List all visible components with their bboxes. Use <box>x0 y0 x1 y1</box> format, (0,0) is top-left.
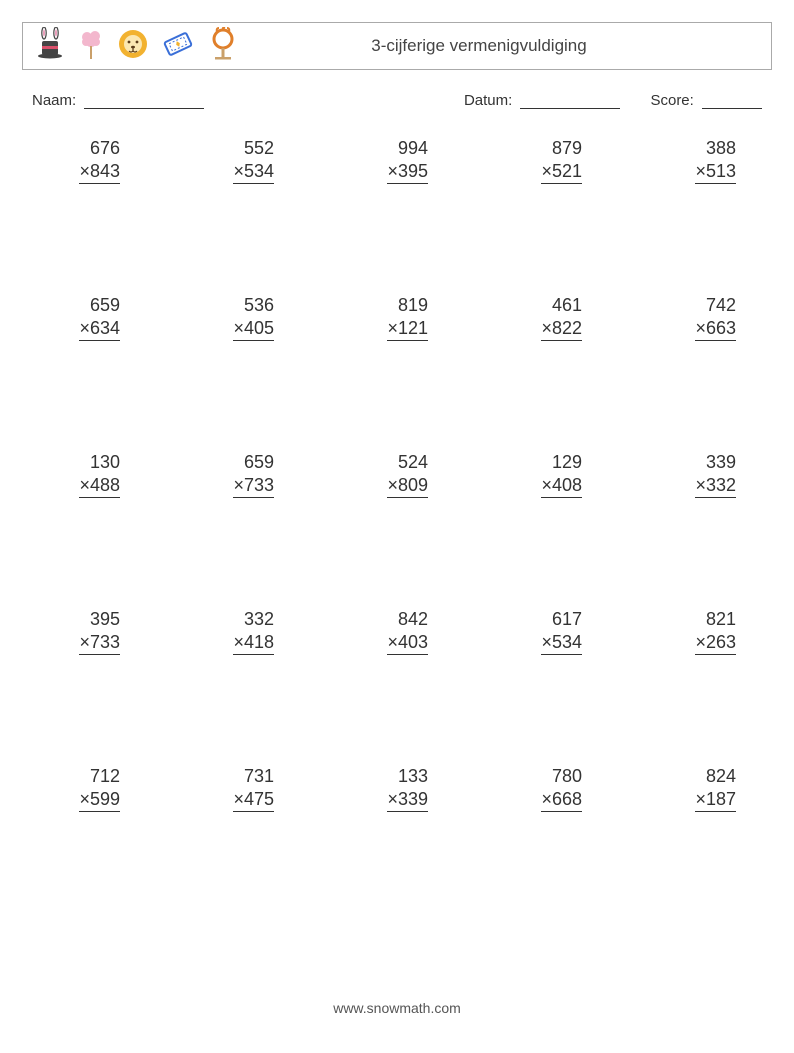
multiplier-row: ×263 <box>695 631 736 656</box>
multiplication-problem: 824×187 <box>648 765 762 812</box>
multiplier-row: ×668 <box>541 788 582 813</box>
name-blank[interactable] <box>84 108 204 109</box>
multiplication-problem: 617×534 <box>494 608 608 655</box>
score-blank[interactable] <box>702 108 762 109</box>
header-icons <box>35 27 239 66</box>
date-label: Datum: <box>464 92 512 109</box>
multiplicand: 617 <box>541 608 582 631</box>
multiplier-row: ×488 <box>79 474 120 499</box>
multiplier-row: ×599 <box>79 788 120 813</box>
multiplication-problem: 129×408 <box>494 451 608 498</box>
multiplier-row: ×395 <box>387 160 428 185</box>
multiplicand: 821 <box>695 608 736 631</box>
multiplication-problem: 130×488 <box>32 451 146 498</box>
multiplier-row: ×733 <box>79 631 120 656</box>
multiplicand: 130 <box>79 451 120 474</box>
fire-ring-icon <box>207 27 239 66</box>
cotton-candy-icon <box>77 27 105 66</box>
multiplicand: 742 <box>695 294 736 317</box>
multiplication-problem: 712×599 <box>32 765 146 812</box>
multiplier-row: ×187 <box>695 788 736 813</box>
multiplication-problem: 819×121 <box>340 294 454 341</box>
multiplication-problem: 659×634 <box>32 294 146 341</box>
multiplier-row: ×513 <box>695 160 736 185</box>
multiplication-problem: 133×339 <box>340 765 454 812</box>
multiplier-row: ×534 <box>233 160 274 185</box>
name-label: Naam: <box>32 92 76 109</box>
multiplicand: 395 <box>79 608 120 631</box>
multiplication-problem: 821×263 <box>648 608 762 655</box>
multiplicand: 536 <box>233 294 274 317</box>
multiplicand: 824 <box>695 765 736 788</box>
multiplier-row: ×332 <box>695 474 736 499</box>
multiplier-row: ×521 <box>541 160 582 185</box>
multiplicand: 552 <box>233 137 274 160</box>
multiplication-problem: 339×332 <box>648 451 762 498</box>
meta-row: Naam: Datum: Score: <box>32 92 762 109</box>
multiplier-row: ×121 <box>387 317 428 342</box>
multiplication-problem: 842×403 <box>340 608 454 655</box>
name-field: Naam: <box>32 92 464 109</box>
multiplier-row: ×809 <box>387 474 428 499</box>
multiplication-problem: 742×663 <box>648 294 762 341</box>
multiplicand: 842 <box>387 608 428 631</box>
multiplication-problem: 395×733 <box>32 608 146 655</box>
multiplier-row: ×403 <box>387 631 428 656</box>
multiplicand: 994 <box>387 137 428 160</box>
multiplier-row: ×418 <box>233 631 274 656</box>
date-blank[interactable] <box>520 108 620 109</box>
multiplicand: 780 <box>541 765 582 788</box>
problem-grid: 676×843552×534994×395879×521388×513659×6… <box>32 137 762 812</box>
multiplier-row: ×663 <box>695 317 736 342</box>
multiplier-row: ×634 <box>79 317 120 342</box>
multiplication-problem: 676×843 <box>32 137 146 184</box>
multiplicand: 461 <box>541 294 582 317</box>
multiplication-problem: 524×809 <box>340 451 454 498</box>
header-box: 3-cijferige vermenigvuldiging <box>22 22 772 70</box>
multiplicand: 731 <box>233 765 274 788</box>
multiplier-row: ×475 <box>233 788 274 813</box>
multiplier-row: ×408 <box>541 474 582 499</box>
multiplicand: 712 <box>79 765 120 788</box>
footer-text: www.snowmath.com <box>333 1000 461 1016</box>
rabbit-hat-icon <box>35 27 65 66</box>
date-field: Datum: <box>464 92 621 109</box>
worksheet-title: 3-cijferige vermenigvuldiging <box>239 36 759 56</box>
multiplicand: 879 <box>541 137 582 160</box>
multiplicand: 332 <box>233 608 274 631</box>
multiplicand: 133 <box>387 765 428 788</box>
multiplier-row: ×405 <box>233 317 274 342</box>
multiplication-problem: 461×822 <box>494 294 608 341</box>
multiplication-problem: 332×418 <box>186 608 300 655</box>
score-field: Score: <box>650 92 762 109</box>
multiplier-row: ×822 <box>541 317 582 342</box>
multiplication-problem: 731×475 <box>186 765 300 812</box>
ticket-icon <box>161 28 195 65</box>
multiplicand: 524 <box>387 451 428 474</box>
multiplicand: 676 <box>79 137 120 160</box>
multiplication-problem: 879×521 <box>494 137 608 184</box>
worksheet-page: 3-cijferige vermenigvuldiging Naam: Datu… <box>0 0 794 812</box>
multiplicand: 659 <box>79 294 120 317</box>
score-label: Score: <box>650 92 693 109</box>
multiplicand: 129 <box>541 451 582 474</box>
multiplication-problem: 552×534 <box>186 137 300 184</box>
multiplier-row: ×534 <box>541 631 582 656</box>
multiplier-row: ×843 <box>79 160 120 185</box>
multiplication-problem: 536×405 <box>186 294 300 341</box>
multiplier-row: ×339 <box>387 788 428 813</box>
footer: www.snowmath.com <box>0 1000 794 1016</box>
multiplication-problem: 994×395 <box>340 137 454 184</box>
multiplication-problem: 388×513 <box>648 137 762 184</box>
multiplier-row: ×733 <box>233 474 274 499</box>
multiplicand: 339 <box>695 451 736 474</box>
multiplicand: 388 <box>695 137 736 160</box>
multiplicand: 659 <box>233 451 274 474</box>
multiplication-problem: 780×668 <box>494 765 608 812</box>
lion-icon <box>117 28 149 65</box>
multiplication-problem: 659×733 <box>186 451 300 498</box>
multiplicand: 819 <box>387 294 428 317</box>
